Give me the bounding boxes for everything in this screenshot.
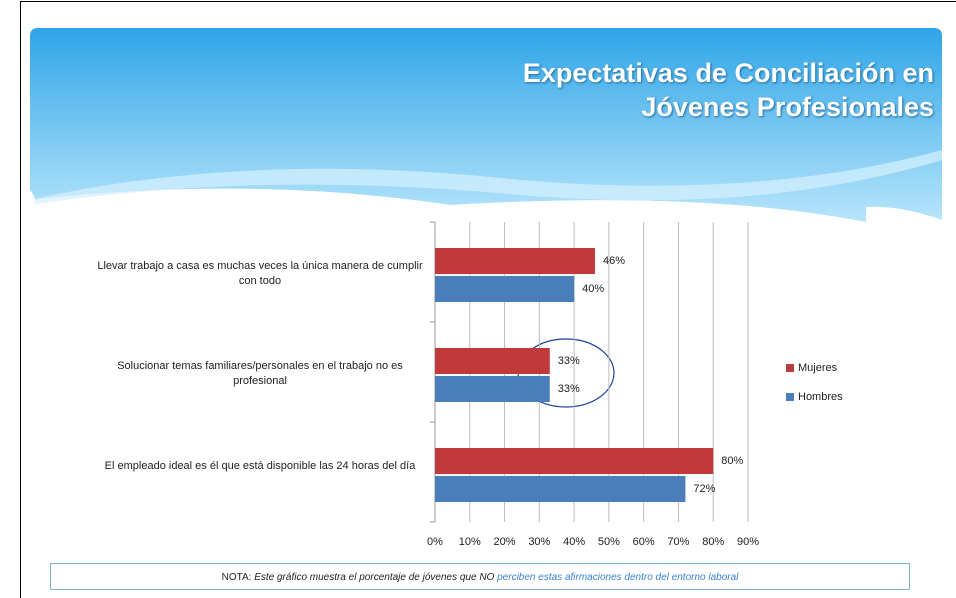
value-label: 40% — [582, 283, 604, 295]
note-label: NOTA: — [221, 572, 252, 583]
bar — [435, 476, 686, 502]
x-tick-label: 30% — [528, 536, 550, 548]
x-tick-label: 20% — [494, 536, 516, 548]
bar — [435, 348, 550, 374]
legend-label: Hombres — [798, 391, 843, 403]
value-label: 80% — [721, 455, 743, 467]
category-label: El empleado ideal es él que está disponi… — [104, 460, 416, 472]
note-text: Este gráfico muestra el porcentaje de jó… — [254, 572, 495, 583]
bar — [435, 376, 550, 402]
legend-swatch — [786, 364, 794, 372]
bar — [435, 276, 575, 302]
category-label: Llevar trabajo a casa es muchas veces la… — [97, 260, 423, 287]
x-tick-label: 90% — [737, 536, 759, 548]
note: NOTA: Este gráfico muestra el porcentaje… — [50, 563, 910, 590]
legend-label: Mujeres — [798, 362, 838, 374]
wave — [30, 150, 942, 205]
legend-swatch — [786, 393, 794, 401]
wave-white — [30, 190, 866, 230]
note-highlight: perciben estas afirmaciones dentro del e… — [497, 572, 739, 583]
bar — [435, 448, 714, 474]
bar — [435, 248, 595, 274]
x-tick-label: 0% — [427, 536, 443, 548]
value-label: 33% — [558, 355, 580, 367]
category-label: Solucionar temas familiares/personales e… — [117, 360, 403, 387]
value-label: 33% — [558, 383, 580, 395]
slide-border — [20, 1, 956, 598]
x-tick-label: 40% — [563, 536, 585, 548]
value-label: 46% — [603, 255, 625, 267]
x-tick-label: 60% — [633, 536, 655, 548]
x-tick-label: 10% — [459, 536, 481, 548]
value-label: 72% — [693, 483, 715, 495]
title: Expectativas de Conciliación en Jóvenes … — [522, 58, 934, 122]
x-tick-label: 50% — [598, 536, 620, 548]
x-tick-label: 80% — [702, 536, 724, 548]
x-tick-label: 70% — [667, 536, 689, 548]
